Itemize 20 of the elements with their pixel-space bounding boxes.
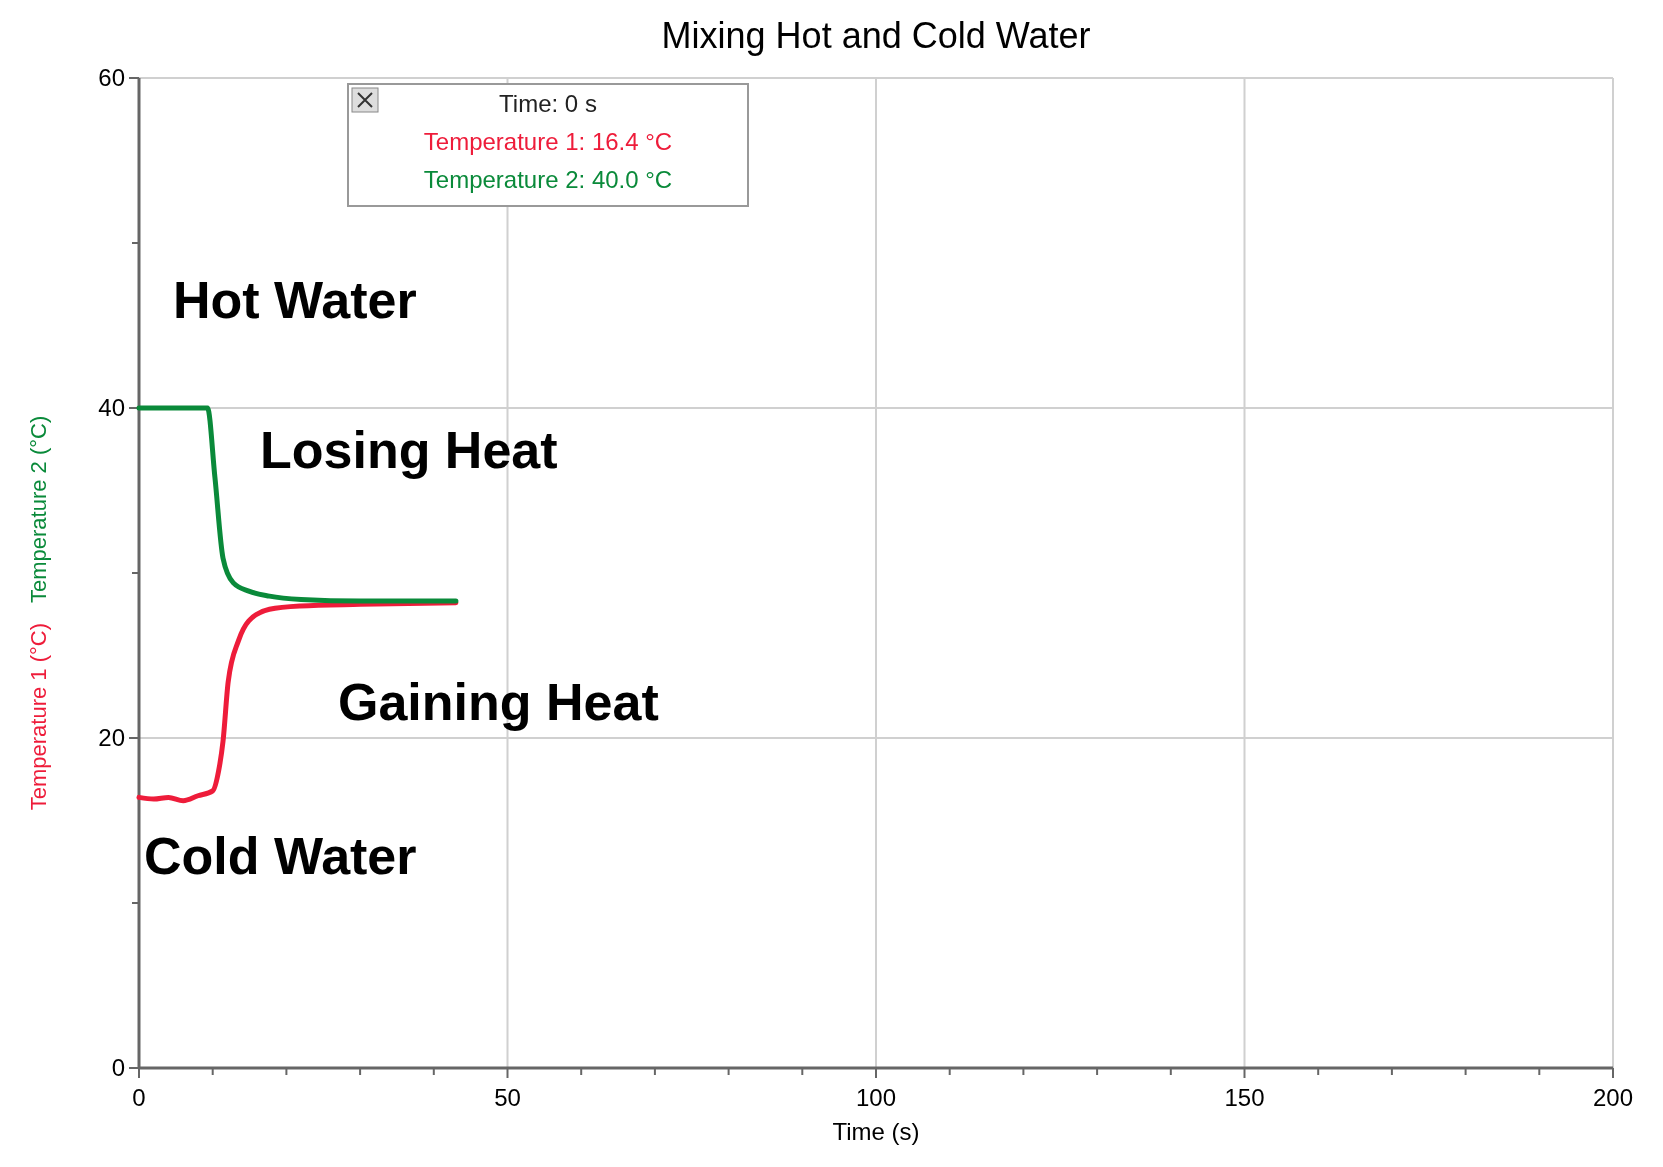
- y-tick-label: 40: [98, 394, 125, 421]
- annotation: Losing Heat: [260, 421, 558, 479]
- x-tick-label: 200: [1592, 1084, 1634, 1111]
- x-tick-label: 100: [855, 1084, 897, 1111]
- x-tick-label: 150: [1224, 1084, 1265, 1111]
- chart-title: Mixing Hot and Cold Water: [661, 15, 1091, 56]
- annotation: Temperature 2: 40.0 °C: [423, 166, 673, 193]
- text: Temperature 2 (°C): [26, 415, 51, 603]
- annotation: Temperature 1: 16.4 °C: [423, 128, 673, 155]
- y-tick-label: 60: [98, 64, 125, 91]
- y-tick-label: 20: [98, 724, 125, 751]
- annotation: Time: 0 s: [499, 90, 597, 117]
- annotation: Gaining Heat: [338, 673, 659, 731]
- annotation: Hot Water: [173, 271, 417, 329]
- text: Temperature 1 (°C): [26, 623, 51, 811]
- x-tick-label: 50: [494, 1084, 521, 1111]
- x-axis-title: Time (s): [832, 1118, 920, 1145]
- y-tick-label: 0: [111, 1054, 125, 1081]
- x-tick-label: 0: [132, 1084, 146, 1111]
- annotation: Cold Water: [144, 827, 417, 885]
